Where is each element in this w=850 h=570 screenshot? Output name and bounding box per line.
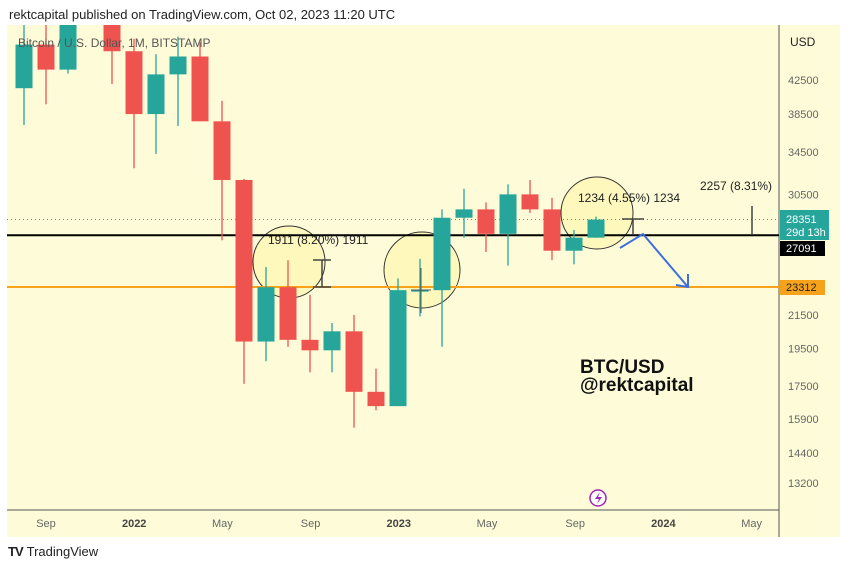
price-tick: 42500: [788, 75, 819, 87]
support-price-label: 27091: [786, 243, 817, 255]
candle-body: [103, 25, 121, 52]
projection-arrow-icon: [619, 232, 689, 289]
price-tick: 30500: [788, 189, 819, 201]
price-tick: 19500: [788, 344, 819, 356]
time-tick: Sep: [36, 518, 56, 530]
publish-info: rektcapital published on TradingView.com…: [9, 7, 396, 22]
candle-2023-06: [499, 184, 517, 266]
price-tick: 15900: [788, 414, 819, 426]
candle-body: [257, 287, 275, 342]
lightning-bolt: [595, 492, 602, 504]
candle-body: [147, 74, 165, 115]
candle-2022-09: [301, 294, 319, 373]
candle-body: [37, 44, 55, 70]
candle-body: [477, 209, 495, 234]
candle-2021-12: [103, 25, 121, 85]
candle-body: [125, 51, 143, 115]
candle-2022-03: [169, 36, 187, 126]
candle-2022-06: [235, 178, 253, 384]
candle-body: [191, 56, 209, 122]
watermark-title: BTC/USD: [580, 357, 664, 378]
candle-2023-04: [455, 188, 473, 238]
level-price-label: 23312: [786, 282, 817, 294]
candle-body: [169, 56, 187, 75]
time-tick: 2022: [122, 518, 146, 530]
measure-label-1: 1911 (8.20%) 1911: [268, 233, 369, 247]
candle-2022-08: [279, 260, 297, 347]
candle-body: [565, 237, 583, 251]
candle-body: [301, 339, 319, 351]
measure-label-3: 2257 (8.31%): [700, 179, 772, 193]
candle-2022-12: [367, 368, 385, 411]
candle-2023-03: [433, 209, 451, 347]
candle-body: [433, 217, 451, 291]
candle-2022-11: [345, 314, 363, 428]
support-badge: [780, 241, 825, 256]
price-tick: 17500: [788, 381, 819, 393]
candle-2023-08: [543, 197, 561, 261]
measure-bar-1: [313, 259, 331, 288]
candle-2023-05: [477, 202, 495, 253]
candle-body: [235, 179, 253, 342]
candle-body: [587, 219, 605, 238]
countdown-label: 29d 13h: [786, 227, 826, 239]
time-tick: Sep: [301, 518, 321, 530]
candle-2022-02: [147, 54, 165, 154]
watermark-handle: @rektcapital: [580, 375, 694, 396]
lightning-icon[interactable]: [589, 489, 607, 507]
candle-body: [279, 287, 297, 340]
candle-body: [411, 290, 429, 292]
measure-bar-3: [622, 218, 644, 235]
candle-body: [455, 209, 473, 218]
candle-2021-11: [82, 0, 99, 2]
time-tick: 2024: [651, 518, 676, 530]
currency-label[interactable]: USD: [790, 35, 816, 49]
candle-2023-10: [587, 216, 605, 238]
candle-body: [521, 194, 539, 210]
level-badge: [780, 280, 825, 295]
candle-body: [345, 331, 363, 392]
candle-2022-10: [323, 323, 341, 373]
last-price-label: 28351: [786, 214, 817, 226]
candle-body: [323, 331, 341, 351]
candle-2022-01: [125, 38, 143, 169]
price-tick: 34500: [788, 147, 819, 159]
candle-2023-02: [411, 258, 429, 317]
candle-2022-07: [257, 267, 275, 362]
candle-2021-09: [37, 25, 55, 105]
price-tick: 14400: [788, 448, 819, 460]
price-tick: 38500: [788, 109, 819, 121]
candle-2023-07: [521, 179, 539, 213]
candle-body: [499, 194, 517, 234]
candle-2021-08: [15, 25, 33, 125]
last-price-badge: [780, 210, 829, 240]
candle-body: [367, 391, 385, 407]
time-tick: May: [741, 518, 762, 530]
measure-label-2: 1234 (4.55%) 1234: [578, 191, 680, 205]
candle-body: [389, 290, 407, 407]
candle-2023-09: [565, 230, 583, 265]
candle-2022-04: [191, 42, 209, 122]
candle-body: [543, 209, 561, 251]
footer: TV TradingView: [8, 544, 98, 559]
time-tick: May: [212, 518, 233, 530]
highlight-circle-3: [560, 176, 634, 250]
tradingview-logo-icon: TV: [8, 544, 24, 559]
price-tick: 21500: [788, 310, 819, 322]
price-tick: 13200: [788, 478, 819, 490]
candle-2022-05: [213, 100, 231, 241]
time-tick: Sep: [565, 518, 585, 530]
measure-bar-2: [411, 268, 431, 313]
candle-body: [15, 44, 33, 89]
time-tick: May: [477, 518, 498, 530]
time-tick: 2023: [387, 518, 411, 530]
candle-body: [59, 25, 77, 70]
brand-name: TradingView: [26, 544, 99, 559]
candle-body: [213, 121, 231, 180]
candle-2021-10: [59, 25, 77, 74]
symbol-legend: Bitcoin / U.S. Dollar, 1M, BITSTAMP: [18, 36, 211, 50]
candle-2023-01: [389, 278, 407, 407]
